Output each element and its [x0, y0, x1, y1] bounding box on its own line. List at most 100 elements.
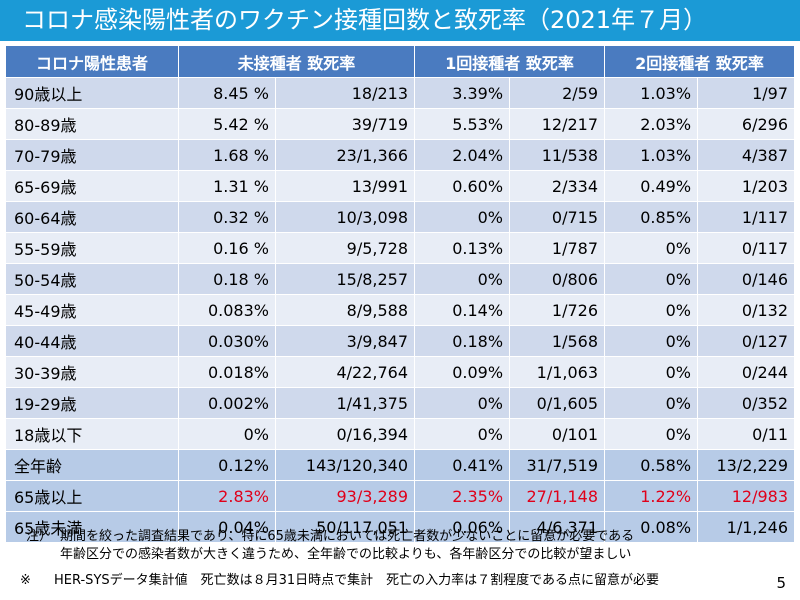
- one-dose-fraction-cell: 27/1,148: [509, 480, 606, 512]
- unvaccinated-fraction-cell: 3/9,847: [274, 325, 416, 357]
- age-cell: 55-59歳: [5, 232, 179, 264]
- footnote-text: HER-SYSデータ集計値 死亡数は８月31日時点で集計 死亡の入力率は７割程度…: [54, 573, 660, 588]
- one-dose-fraction-cell: 0/715: [509, 201, 606, 233]
- two-dose-rate-cell: 1.22%: [604, 480, 699, 512]
- one-dose-rate-cell: 0.60%: [414, 170, 511, 202]
- table-row: 80-89歳 5.42 % 39/719 5.53% 12/217 2.03% 6/296: [5, 108, 796, 140]
- two-dose-fraction-cell: 0/244: [697, 356, 796, 388]
- unvaccinated-rate-cell: 2.83%: [178, 480, 276, 512]
- unvaccinated-rate-cell: 1.68 %: [178, 139, 276, 171]
- unvaccinated-rate-cell: 0.18 %: [178, 263, 276, 295]
- one-dose-rate-cell: 0.09%: [414, 356, 511, 388]
- unvaccinated-fraction-cell: 15/8,257: [274, 263, 416, 295]
- two-dose-fraction-cell: 1/203: [697, 170, 796, 202]
- unvaccinated-fraction-cell: 4/22,764: [274, 356, 416, 388]
- two-dose-rate-cell: 0%: [604, 263, 699, 295]
- one-dose-rate-cell: 0%: [414, 418, 511, 450]
- two-dose-fraction-cell: 1/1,246: [697, 511, 796, 543]
- table-row: 90歳以上 8.45 % 18/213 3.39% 2/59 1.03% 1/97: [5, 77, 796, 109]
- age-cell: 70-79歳: [5, 139, 179, 171]
- unvaccinated-rate-cell: 0.018%: [178, 356, 276, 388]
- two-dose-rate-cell: 0%: [604, 325, 699, 357]
- one-dose-fraction-cell: 1/726: [509, 294, 606, 326]
- unvaccinated-fraction-cell: 1/41,375: [274, 387, 416, 419]
- two-dose-rate-cell: 1.03%: [604, 77, 699, 109]
- age-cell: 65歳以上: [5, 480, 179, 512]
- one-dose-rate-cell: 5.53%: [414, 108, 511, 140]
- two-dose-rate-cell: 0%: [604, 294, 699, 326]
- unvaccinated-rate-cell: 8.45 %: [178, 77, 276, 109]
- age-cell: 90歳以上: [5, 77, 179, 109]
- unvaccinated-rate-cell: 1.31 %: [178, 170, 276, 202]
- two-dose-fraction-cell: 0/11: [697, 418, 796, 450]
- unvaccinated-fraction-cell: 50/117,051: [274, 511, 416, 543]
- page-number: 5: [776, 574, 786, 592]
- unvaccinated-rate-cell: 5.42 %: [178, 108, 276, 140]
- two-dose-rate-cell: 1.03%: [604, 139, 699, 171]
- footnote: ※ HER-SYSデータ集計値 死亡数は８月31日時点で集計 死亡の入力率は７割程…: [20, 572, 760, 590]
- one-dose-rate-cell: 2.04%: [414, 139, 511, 171]
- table-row: 18歳以下 0% 0/16,394 0% 0/101 0% 0/11: [5, 418, 796, 450]
- two-dose-fraction-cell: 0/132: [697, 294, 796, 326]
- two-dose-fraction-cell: 0/117: [697, 232, 796, 264]
- one-dose-rate-cell: 0%: [414, 263, 511, 295]
- table-row: 55-59歳 0.16 % 9/5,728 0.13% 1/787 0% 0/117: [5, 232, 796, 264]
- age-cell: 19-29歳: [5, 387, 179, 419]
- age-cell: 全年齢: [5, 449, 179, 481]
- one-dose-fraction-cell: 1/1,063: [509, 356, 606, 388]
- one-dose-rate-cell: 0.13%: [414, 232, 511, 264]
- two-dose-fraction-cell: 12/983: [697, 480, 796, 512]
- two-dose-fraction-cell: 6/296: [697, 108, 796, 140]
- table-row: 65-69歳 1.31 % 13/991 0.60% 2/334 0.49% 1/203: [5, 170, 796, 202]
- one-dose-fraction-cell: 0/806: [509, 263, 606, 295]
- unvaccinated-fraction-cell: 8/9,588: [274, 294, 416, 326]
- unvaccinated-fraction-cell: 9/5,728: [274, 232, 416, 264]
- one-dose-fraction-cell: 12/217: [509, 108, 606, 140]
- one-dose-rate-cell: 0.14%: [414, 294, 511, 326]
- one-dose-fraction-cell: 11/538: [509, 139, 606, 171]
- one-dose-fraction-cell: 0/101: [509, 418, 606, 450]
- age-cell: 40-44歳: [5, 325, 179, 357]
- unvaccinated-fraction-cell: 93/3,289: [274, 480, 416, 512]
- header-one-dose: 1回接種者 致死率: [414, 45, 606, 78]
- two-dose-rate-cell: 0.85%: [604, 201, 699, 233]
- unvaccinated-rate-cell: 0.083%: [178, 294, 276, 326]
- table-row: 19-29歳 0.002% 1/41,375 0% 0/1,605 0% 0/352: [5, 387, 796, 419]
- two-dose-fraction-cell: 4/387: [697, 139, 796, 171]
- one-dose-fraction-cell: 1/787: [509, 232, 606, 264]
- fatality-rate-table: コロナ陽性患者 未接種者 致死率 1回接種者 致死率 2回接種者 致死率 90歳…: [5, 45, 796, 543]
- two-dose-rate-cell: 0.08%: [604, 511, 699, 543]
- page-title: コロナ感染陽性者のワクチン接種回数と致死率（2021年７月）: [0, 0, 800, 41]
- two-dose-rate-cell: 0.49%: [604, 170, 699, 202]
- unvaccinated-fraction-cell: 143/120,340: [274, 449, 416, 481]
- age-cell: 18歳以下: [5, 418, 179, 450]
- one-dose-fraction-cell: 4/6,371: [509, 511, 606, 543]
- unvaccinated-fraction-cell: 39/719: [274, 108, 416, 140]
- age-cell: 50-54歳: [5, 263, 179, 295]
- two-dose-rate-cell: 0%: [604, 418, 699, 450]
- unvaccinated-rate-cell: 0.12%: [178, 449, 276, 481]
- two-dose-fraction-cell: 13/2,229: [697, 449, 796, 481]
- notes-mark: 注）: [26, 529, 53, 544]
- age-cell: 65-69歳: [5, 170, 179, 202]
- table-row: 45-49歳 0.083% 8/9,588 0.14% 1/726 0% 0/132: [5, 294, 796, 326]
- two-dose-fraction-cell: 0/352: [697, 387, 796, 419]
- notes-line-1: 期間を絞った調査結果であり、特に65歳未満においては死亡者数が少ないことに留意が…: [60, 529, 635, 544]
- two-dose-rate-cell: 2.03%: [604, 108, 699, 140]
- unvaccinated-rate-cell: 0.002%: [178, 387, 276, 419]
- table-row: 50-54歳 0.18 % 15/8,257 0% 0/806 0% 0/146: [5, 263, 796, 295]
- one-dose-rate-cell: 0.06%: [414, 511, 511, 543]
- table-row: 65歳未満 0.04% 50/117,051 0.06% 4/6,371 0.08% 1/1…: [5, 511, 796, 543]
- two-dose-rate-cell: 0%: [604, 232, 699, 264]
- age-cell: 45-49歳: [5, 294, 179, 326]
- two-dose-rate-cell: 0%: [604, 387, 699, 419]
- two-dose-fraction-cell: 1/117: [697, 201, 796, 233]
- two-dose-fraction-cell: 0/146: [697, 263, 796, 295]
- table-row: 40-44歳 0.030% 3/9,847 0.18% 1/568 0% 0/127: [5, 325, 796, 357]
- age-cell: 30-39歳: [5, 356, 179, 388]
- table-row: 30-39歳 0.018% 4/22,764 0.09% 1/1,063 0% 0/244: [5, 356, 796, 388]
- one-dose-rate-cell: 0%: [414, 201, 511, 233]
- unvaccinated-rate-cell: 0.32 %: [178, 201, 276, 233]
- table-header-row: コロナ陽性患者 未接種者 致死率 1回接種者 致死率 2回接種者 致死率: [5, 45, 796, 78]
- header-two-doses: 2回接種者 致死率: [604, 45, 796, 78]
